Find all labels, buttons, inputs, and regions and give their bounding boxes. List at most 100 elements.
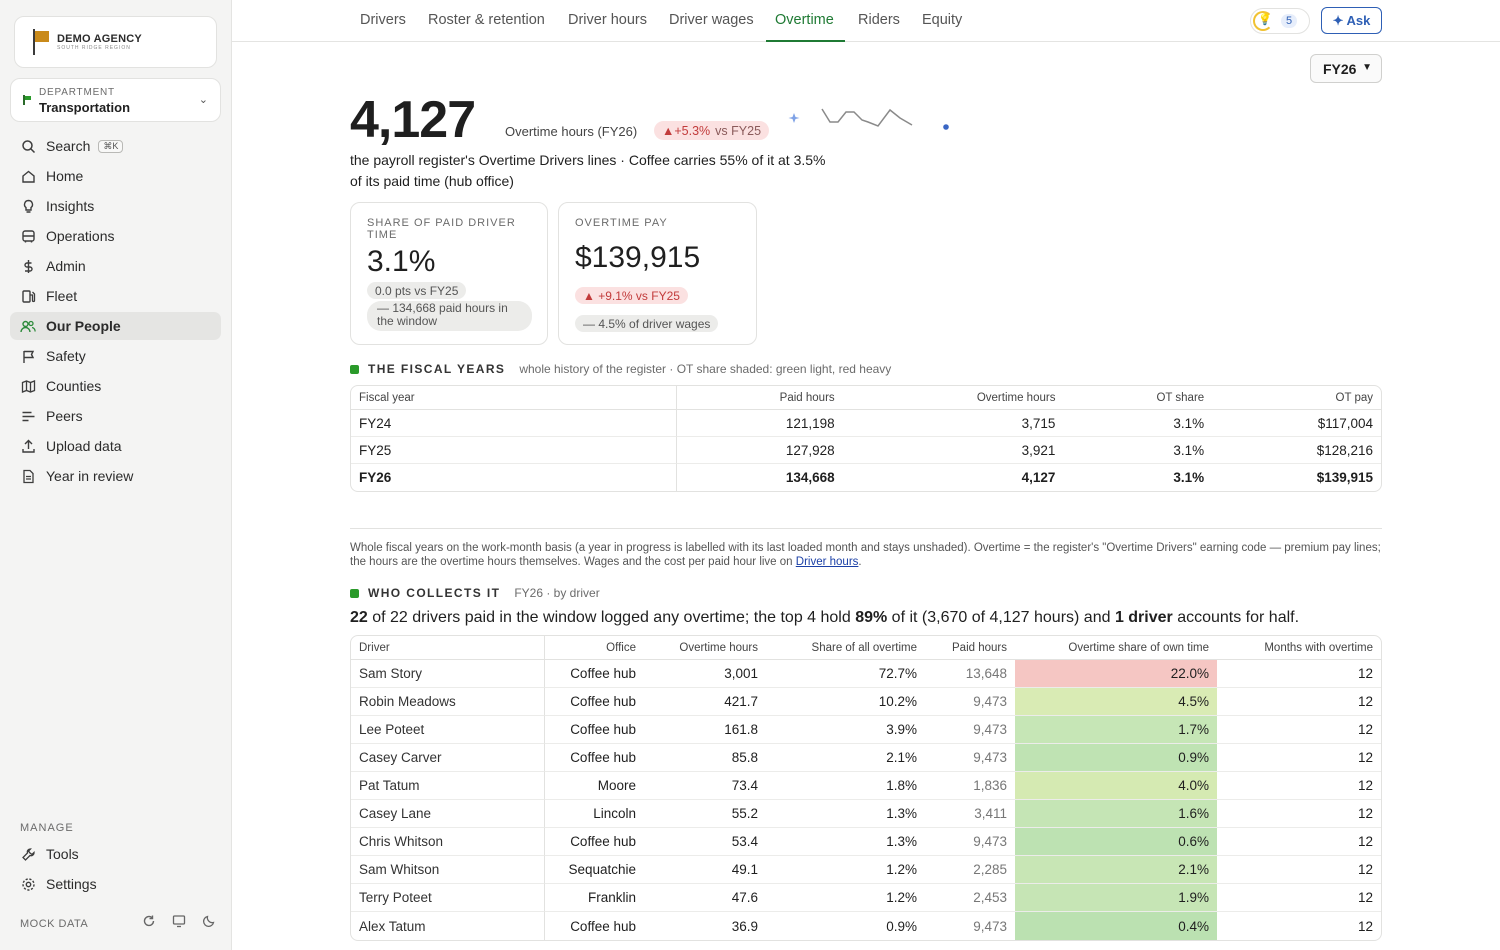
table-cell: FY24 (351, 410, 677, 437)
refresh-icon[interactable] (141, 914, 157, 930)
keyboard-shortcut-badge: ⌘K (98, 139, 124, 153)
sidebar-item-insights[interactable]: Insights (10, 192, 221, 220)
table-cell: 12 (1217, 660, 1381, 688)
table-cell: Coffee hub (545, 744, 644, 772)
sidebar-item-counties[interactable]: Counties (10, 372, 221, 400)
insights-button[interactable]: 💡 5 (1250, 8, 1310, 34)
table-row[interactable]: Casey Carver Coffee hub 85.8 2.1% 9,473 0.9% 1… (351, 744, 1381, 772)
column-header[interactable]: Months with overtime (1217, 636, 1381, 660)
table-cell: 1.2% (766, 856, 925, 884)
table-cell: Moore (545, 772, 644, 800)
ask-button[interactable]: ✦ Ask (1321, 7, 1382, 34)
column-header[interactable]: Overtime share of own time (1015, 636, 1217, 660)
sparkline-current-point (943, 124, 949, 130)
table-cell: Coffee hub (545, 828, 644, 856)
sidebar-item-admin[interactable]: Admin (10, 252, 221, 280)
sidebar-item-label: Operations (46, 228, 115, 244)
tab-equity[interactable]: Equity (922, 12, 963, 28)
table-cell: 12 (1217, 856, 1381, 884)
sidebar-item-label: Counties (46, 378, 102, 394)
table-row[interactable]: Pat Tatum Moore 73.4 1.8% 1,836 4.0% 12 (351, 772, 1381, 800)
kpi-label: OVERTIME PAY (575, 217, 668, 229)
table-cell: 2.1% (766, 744, 925, 772)
fuel-icon (20, 288, 36, 304)
column-header[interactable]: Paid hours (677, 386, 843, 410)
table-row[interactable]: Terry Poteet Franklin 47.6 1.2% 2,453 1.9% 12 (351, 884, 1381, 912)
table-cell: 1.3% (766, 800, 925, 828)
table-cell: 13,648 (925, 660, 1015, 688)
column-header[interactable]: Share of all overtime (766, 636, 925, 660)
bars-icon (20, 408, 36, 424)
hero-delta: ▲+5.3% (662, 123, 711, 138)
hero-delta-ref: vs FY25 (715, 123, 762, 138)
table-cell: Sam Story (351, 660, 545, 688)
tab-drivers[interactable]: Drivers (360, 12, 406, 28)
tab-overtime[interactable]: Overtime (775, 12, 834, 28)
summary-top-share: 89% (855, 609, 888, 626)
table-cell: 2,453 (925, 884, 1015, 912)
column-header[interactable]: Paid hours (925, 636, 1015, 660)
column-header[interactable]: Overtime hours (842, 386, 1064, 410)
table-row[interactable]: Alex Tatum Coffee hub 36.9 0.9% 9,473 0.4% 12 (351, 912, 1381, 940)
summary-driver: 1 driver (1114, 609, 1173, 626)
sidebar-item-safety[interactable]: Safety (10, 342, 221, 370)
column-header[interactable]: Fiscal year (351, 386, 677, 410)
sidebar-item-fleet[interactable]: Fleet (10, 282, 221, 310)
section-note: whole history of the register · OT share… (519, 362, 892, 376)
table-cell: 1.9% (1015, 884, 1217, 912)
table-row[interactable]: Lee Poteet Coffee hub 161.8 3.9% 9,473 1.7% 12 (351, 716, 1381, 744)
fiscal-year-select[interactable]: FY26 ▼ (1310, 54, 1382, 83)
tab-riders[interactable]: Riders (858, 12, 900, 28)
sidebar-item-operations[interactable]: Operations (10, 222, 221, 250)
sidebar-item-search[interactable]: Search ⌘K (10, 132, 221, 160)
tab-driver-hours[interactable]: Driver hours (568, 12, 647, 28)
table-cell: 3.1% (1063, 437, 1213, 464)
sidebar-item-year-in-review[interactable]: Year in review (10, 462, 221, 490)
manage-section-label: MANAGE (20, 822, 74, 834)
table-cell: 3,715 (842, 410, 1064, 437)
sidebar-footer: MOCK DATA (0, 906, 232, 942)
driver-hours-link[interactable]: Driver hours (795, 556, 859, 568)
table-cell: 1.8% (766, 772, 925, 800)
sidebar-item-our-people[interactable]: Our People (10, 312, 221, 340)
column-header[interactable]: OT share (1063, 386, 1213, 410)
table-cell: 10.2% (766, 688, 925, 716)
home-icon (20, 168, 36, 184)
fiscal-years-header: THE FISCAL YEARS whole history of the re… (350, 362, 891, 376)
table-cell: Sequatchie (545, 856, 644, 884)
section-marker-icon (350, 364, 359, 374)
who-summary: 22 of 22 drivers paid in the window logg… (350, 609, 1299, 627)
column-header[interactable]: Office (545, 636, 644, 660)
column-header[interactable]: Overtime hours (644, 636, 766, 660)
table-row[interactable]: Sam Story Coffee hub 3,001 72.7% 13,648 22.0%… (351, 660, 1381, 688)
sparkle-icon: ✦ (1332, 12, 1344, 28)
table-cell: 3,001 (644, 660, 766, 688)
department-selector[interactable]: DEPARTMENT Transportation ⌄ (10, 78, 221, 122)
table-row[interactable]: Casey Lane Lincoln 55.2 1.3% 3,411 1.6% 12 (351, 800, 1381, 828)
table-cell: 85.8 (644, 744, 766, 772)
table-cell: Sam Whitson (351, 856, 545, 884)
column-header[interactable]: OT pay (1212, 386, 1381, 410)
sidebar-item-label: Safety (46, 348, 86, 364)
display-icon[interactable] (171, 914, 187, 930)
table-row[interactable]: Robin Meadows Coffee hub 421.7 10.2% 9,473 4.… (351, 688, 1381, 716)
sidebar-item-settings[interactable]: Settings (10, 870, 221, 898)
chevron-down-icon: ▼ (1362, 62, 1372, 73)
kpi-context-chip: — 134,668 paid hours in the window (367, 301, 532, 331)
column-header[interactable]: Driver (351, 636, 545, 660)
sidebar-nav: Search ⌘K Home Insights Operations Admin Fleet… (10, 132, 221, 492)
sidebar-item-upload-data[interactable]: Upload data (10, 432, 221, 460)
agency-logo[interactable]: DEMO AGENCY SOUTH RIDGE REGION (14, 16, 217, 68)
sidebar-item-peers[interactable]: Peers (10, 402, 221, 430)
document-icon (20, 468, 36, 484)
moon-icon[interactable] (201, 914, 217, 930)
fiscal-years-table: Fiscal year Paid hours Overtime hours OT sh… (350, 385, 1382, 492)
table-row[interactable]: Chris Whitson Coffee hub 53.4 1.3% 9,473 0.6%… (351, 828, 1381, 856)
sidebar-item-label: Insights (46, 198, 95, 214)
table-row[interactable]: Sam Whitson Sequatchie 49.1 1.2% 2,285 2.1% 12 (351, 856, 1381, 884)
sidebar-item-tools[interactable]: Tools (10, 840, 221, 868)
table-cell: 12 (1217, 716, 1381, 744)
sidebar-item-home[interactable]: Home (10, 162, 221, 190)
tab-roster-retention[interactable]: Roster & retention (428, 12, 545, 28)
tab-driver-wages[interactable]: Driver wages (669, 12, 754, 28)
